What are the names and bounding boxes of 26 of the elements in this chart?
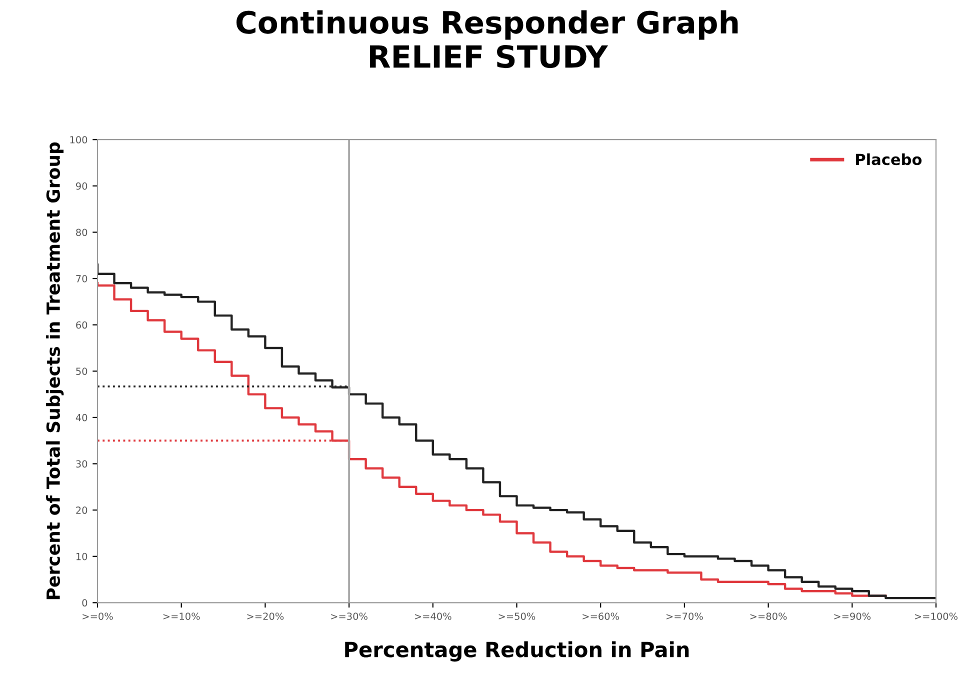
y-tick-label: 90 [76,182,88,190]
x-tick-label: >=30% [331,612,368,620]
y-tick-label: 50 [76,368,88,375]
y-tick-label: 0 [82,599,88,607]
x-tick-label: >=50% [498,612,536,620]
y-axis-title: Percent of Total Subjects in Treatment Group [46,142,64,600]
y-tick-label: 80 [76,228,88,236]
x-tick-label: >=80% [750,612,787,620]
y-tick-label: 70 [76,275,88,282]
x-tick-label: >=40% [414,612,452,620]
chart-title: Continuous Responder Graph RELIEF STUDY [236,10,738,68]
x-tick-label: >=90% [834,612,871,620]
y-tick-label: 40 [76,414,88,422]
x-axis-title: Percentage Reduction in Pain [345,641,689,662]
y-tick-label: 10 [76,552,88,560]
x-tick-label: >=0% [82,612,113,620]
x-tick-label: >=20% [247,612,284,620]
x-tick-label: >=60% [582,612,620,620]
x-tick-label: >=100% [914,612,958,620]
legend-label: Placebo [856,153,922,166]
y-tick-label: 20 [76,506,88,514]
y-tick-label: 100 [70,136,88,144]
x-tick-label: >=10% [163,612,200,620]
y-tick-label: 30 [76,460,88,468]
x-tick-label: >=70% [666,612,703,620]
y-tick-label: 60 [76,321,88,329]
